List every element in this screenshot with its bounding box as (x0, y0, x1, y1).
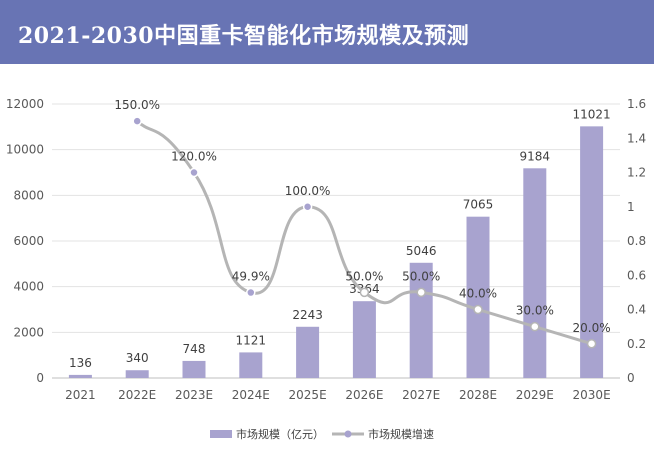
y-left-tick-label: 0 (36, 371, 44, 385)
legend-bar-swatch (210, 430, 232, 438)
line-point (473, 304, 483, 315)
bar-value-label: 5046 (406, 244, 437, 258)
header-bar: 2021-2030中国重卡智能化市场规模及预测 (0, 0, 654, 64)
line-point (246, 287, 256, 298)
line-point (189, 167, 199, 178)
bar-value-label: 136 (69, 356, 92, 370)
line-value-label: 40.0% (459, 287, 497, 301)
bar (68, 374, 92, 378)
bar (125, 370, 149, 378)
line-value-label: 50.0% (345, 269, 383, 283)
x-tick-label: 2029E (516, 388, 554, 402)
x-tick-label: 2022E (118, 388, 156, 402)
line-value-label: 120.0% (171, 150, 217, 164)
bar (239, 352, 263, 378)
line-value-label: 49.9% (232, 270, 270, 284)
bar (580, 126, 604, 378)
y-right-tick-label: 1.6 (627, 97, 646, 111)
x-tick-label: 2025E (289, 388, 327, 402)
line-point (586, 339, 597, 349)
y-left-tick-label: 6000 (13, 234, 44, 248)
x-tick-label: 2024E (232, 388, 270, 402)
y-right-tick-label: 1.4 (627, 131, 646, 145)
growth-line (135, 119, 594, 346)
x-tick-label: 2021 (65, 388, 96, 402)
line-point (530, 321, 540, 332)
x-tick-label: 2026E (345, 388, 383, 402)
bar-value-label: 340 (126, 351, 149, 365)
bar (182, 360, 206, 378)
x-tick-label: 2030E (573, 388, 611, 402)
y-right-tick-label: 0.4 (627, 303, 646, 317)
y-left-tick-label: 2000 (13, 325, 44, 339)
bar-value-label: 9184 (520, 149, 551, 163)
line-point (302, 202, 313, 212)
y-left-tick-label: 4000 (13, 280, 44, 294)
line-point (416, 287, 426, 298)
y-right-tick-label: 0.2 (627, 337, 646, 351)
page-title: 2021-2030中国重卡智能化市场规模及预测 (18, 23, 470, 49)
y-right-tick-label: 1 (627, 200, 635, 214)
line-value-label: 150.0% (114, 98, 160, 112)
bar-value-label: 2243 (292, 308, 323, 322)
x-tick-label: 2028E (459, 388, 497, 402)
legend-bar-label: 市场规模（亿元） (236, 427, 324, 441)
y-left-tick-label: 10000 (6, 143, 44, 157)
y-left-tick-label: 12000 (6, 97, 44, 111)
bar-value-label: 11021 (573, 107, 611, 121)
y-right-tick-label: 0.6 (627, 268, 646, 282)
y-right-tick-label: 0.8 (627, 234, 646, 248)
bar (466, 216, 490, 378)
legend-line-label: 市场规模增速 (368, 427, 434, 441)
line-value-label: 50.0% (402, 269, 440, 283)
y-right-tick-label: 1.2 (627, 166, 646, 180)
bar (523, 168, 547, 378)
line-point (359, 287, 370, 298)
line-value-label: 100.0% (285, 184, 331, 198)
bar (296, 326, 320, 378)
legend-line-marker (344, 430, 352, 438)
bar (352, 301, 376, 378)
y-left-tick-label: 8000 (13, 188, 44, 202)
line-value-label: 30.0% (516, 304, 554, 318)
bar-value-label: 1121 (236, 333, 267, 347)
line-point (132, 116, 142, 126)
x-tick-label: 2023E (175, 388, 213, 402)
bar-value-label: 748 (183, 342, 206, 356)
line-value-label: 20.0% (573, 321, 611, 335)
bar-value-label: 7065 (463, 198, 494, 212)
y-right-tick-label: 0 (627, 371, 635, 385)
x-tick-label: 2027E (402, 388, 440, 402)
